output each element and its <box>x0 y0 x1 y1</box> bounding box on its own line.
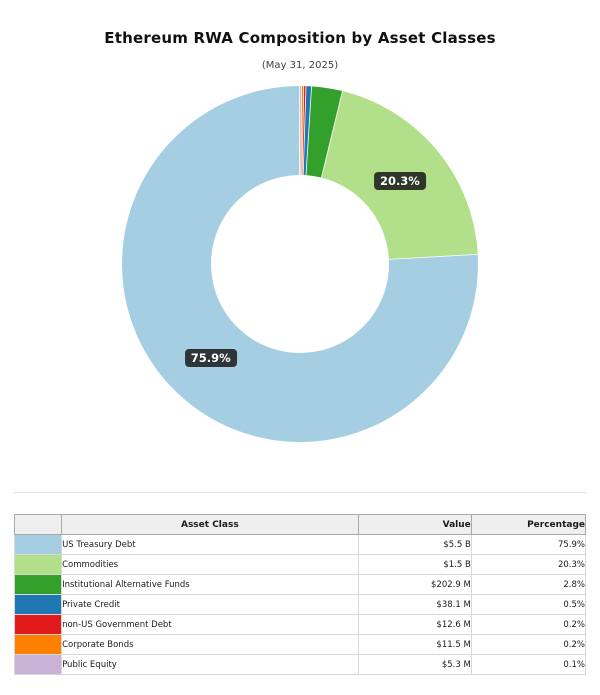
col-header-value: Value <box>357 514 472 535</box>
percentage-cell: 0.1% <box>470 654 587 675</box>
percentage-cell: 20.3% <box>470 554 587 575</box>
table-row: non-US Government Debt $12.6 M 0.2% <box>13 614 587 635</box>
color-swatch <box>13 634 63 655</box>
asset-class-cell: Corporate Bonds <box>61 634 359 655</box>
chart-title: Ethereum RWA Composition by Asset Classe… <box>104 29 496 47</box>
asset-class-cell: Public Equity <box>61 654 359 675</box>
color-swatch <box>13 594 63 615</box>
value-cell: $38.1 M <box>357 594 472 615</box>
slice-percentage-label: 20.3% <box>373 171 426 190</box>
chart-subtitle: (May 31, 2025) <box>261 60 339 71</box>
col-header-percentage: Percentage <box>470 514 587 535</box>
color-swatch <box>13 574 63 595</box>
percentage-cell: 0.5% <box>470 594 587 615</box>
value-cell: $5.3 M <box>357 654 472 675</box>
asset-class-cell: Private Credit <box>61 594 359 615</box>
value-cell: $1.5 B <box>357 554 472 575</box>
table-row: Public Equity $5.3 M 0.1% <box>13 654 587 675</box>
color-swatch <box>13 534 63 555</box>
table-row: Commodities $1.5 B 20.3% <box>13 554 587 575</box>
table-row: Private Credit $38.1 M 0.5% <box>13 594 587 615</box>
color-swatch <box>13 554 63 575</box>
slice-percentage-label: 75.9% <box>184 349 237 368</box>
table-row: Corporate Bonds $11.5 M 0.2% <box>13 634 587 655</box>
percentage-cell: 0.2% <box>470 614 587 635</box>
table-header-row: Asset Class Value Percentage <box>13 514 587 535</box>
donut-chart: 75.9% 20.3% <box>0 80 600 460</box>
percentage-cell: 0.2% <box>470 634 587 655</box>
asset-class-cell: Commodities <box>61 554 359 575</box>
value-cell: $12.6 M <box>357 614 472 635</box>
percentage-cell: 75.9% <box>470 534 587 555</box>
color-swatch <box>13 614 63 635</box>
col-header-swatch <box>13 514 63 535</box>
divider-line <box>14 492 586 493</box>
asset-class-cell: Institutional Alternative Funds <box>61 574 359 595</box>
asset-class-cell: US Treasury Debt <box>61 534 359 555</box>
value-cell: $202.9 M <box>357 574 472 595</box>
asset-table: Asset Class Value Percentage US Treasury… <box>13 514 587 675</box>
value-cell: $5.5 B <box>357 534 472 555</box>
pie-slice-public-equity <box>299 85 302 176</box>
percentage-cell: 2.8% <box>470 574 587 595</box>
col-header-asset-class: Asset Class <box>61 514 359 535</box>
asset-class-cell: non-US Government Debt <box>61 614 359 635</box>
table-row: US Treasury Debt $5.5 B 75.9% <box>13 534 587 555</box>
value-cell: $11.5 M <box>357 634 472 655</box>
donut-chart-svg <box>121 85 479 443</box>
color-swatch <box>13 654 63 675</box>
